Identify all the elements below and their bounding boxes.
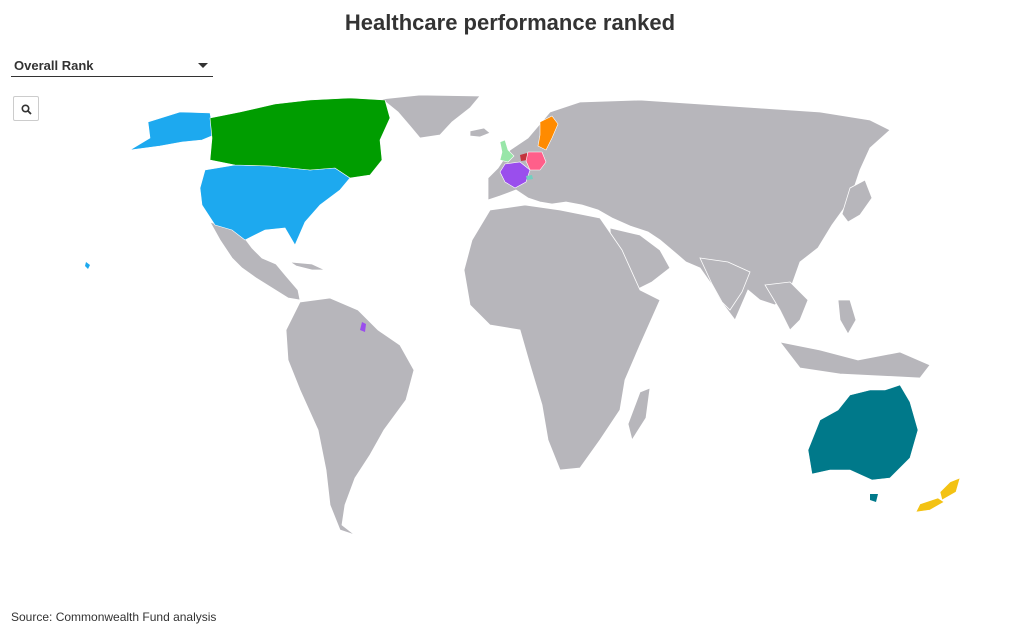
country-germany[interactable] [525, 151, 547, 171]
south-america [285, 297, 415, 536]
africa [463, 204, 661, 471]
mexico [209, 221, 301, 301]
japan [841, 179, 873, 223]
philippines [837, 299, 857, 335]
country-australia[interactable] [807, 384, 919, 481]
southeast-asia [764, 281, 809, 331]
country-usa-alaska[interactable] [129, 111, 215, 151]
chevron-down-icon[interactable] [198, 63, 208, 68]
source-note: Source: Commonwealth Fund analysis [11, 610, 217, 624]
greenland [381, 94, 481, 139]
rank-metric-dropdown[interactable]: Overall Rank [11, 54, 213, 77]
zoom-button[interactable] [13, 96, 39, 121]
country-new-zealand[interactable] [915, 477, 961, 513]
world-map[interactable] [0, 88, 1020, 548]
country-canada[interactable] [209, 97, 391, 179]
eurasia [487, 99, 891, 321]
country-french-guiana[interactable] [360, 322, 366, 332]
country-usa-hawaii[interactable] [85, 262, 90, 269]
country-switzerland[interactable] [526, 175, 533, 180]
madagascar [627, 387, 651, 442]
country-australia-tasmania[interactable] [870, 494, 878, 502]
iceland [469, 127, 491, 138]
page-title: Healthcare performance ranked [344, 10, 676, 35]
indonesia [779, 341, 931, 379]
magnifier-icon [21, 104, 32, 115]
country-netherlands[interactable] [520, 153, 528, 161]
india [699, 257, 751, 311]
cuba [289, 261, 326, 271]
country-france[interactable] [499, 161, 531, 189]
country-sweden[interactable] [537, 115, 559, 151]
country-uk[interactable] [499, 139, 515, 163]
dropdown-selected-value: Overall Rank [14, 58, 94, 73]
